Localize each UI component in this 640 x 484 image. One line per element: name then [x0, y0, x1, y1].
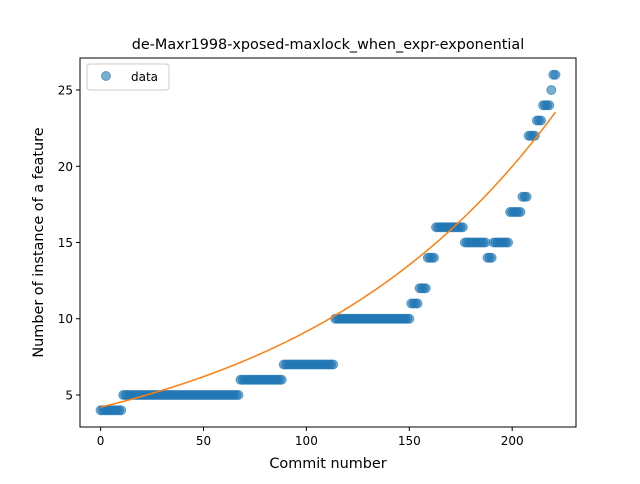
x-tick-label: 150 — [398, 434, 421, 448]
data-point — [420, 283, 431, 294]
chart-title: de-Maxr1998-xposed-maxlock_when_expr-exp… — [132, 37, 525, 53]
legend: data — [86, 63, 170, 91]
y-tick-label: 5 — [65, 388, 73, 402]
data-point — [546, 85, 557, 96]
y-tick-label: 20 — [58, 160, 73, 174]
data-point — [276, 374, 287, 385]
y-tick-label: 25 — [58, 84, 73, 98]
plot-area — [95, 69, 561, 416]
axes-frame — [79, 57, 577, 428]
x-tick-label: 200 — [501, 434, 524, 448]
x-axis-label: Commit number — [269, 456, 386, 472]
data-point — [515, 207, 526, 218]
x-tick-label: 0 — [97, 434, 105, 448]
y-tick-label: 15 — [58, 236, 73, 250]
legend-label-data: data — [131, 70, 158, 84]
exponential-fit-line — [100, 111, 557, 408]
data-point — [457, 222, 468, 233]
data-point — [404, 313, 415, 324]
data-point — [544, 100, 555, 111]
data-point — [503, 237, 514, 248]
data-point — [521, 191, 532, 202]
x-axis: 0 50 100 150 200 — [97, 427, 524, 448]
data-point — [486, 252, 497, 263]
y-axis-label: Number of instance of a feature — [31, 127, 47, 357]
y-tick-label: 10 — [58, 312, 73, 326]
x-tick-label: 50 — [196, 434, 211, 448]
data-point — [536, 115, 547, 126]
y-axis: 5 10 15 20 25 — [58, 84, 80, 402]
data-point — [412, 298, 423, 309]
data-point — [428, 252, 439, 263]
data-point — [116, 405, 127, 416]
data-point — [480, 237, 491, 248]
data-point — [233, 389, 244, 400]
data-point — [550, 69, 561, 80]
x-tick-label: 100 — [295, 434, 318, 448]
legend-marker-data — [101, 71, 111, 81]
legend-box — [86, 63, 170, 91]
data-point — [328, 359, 339, 370]
